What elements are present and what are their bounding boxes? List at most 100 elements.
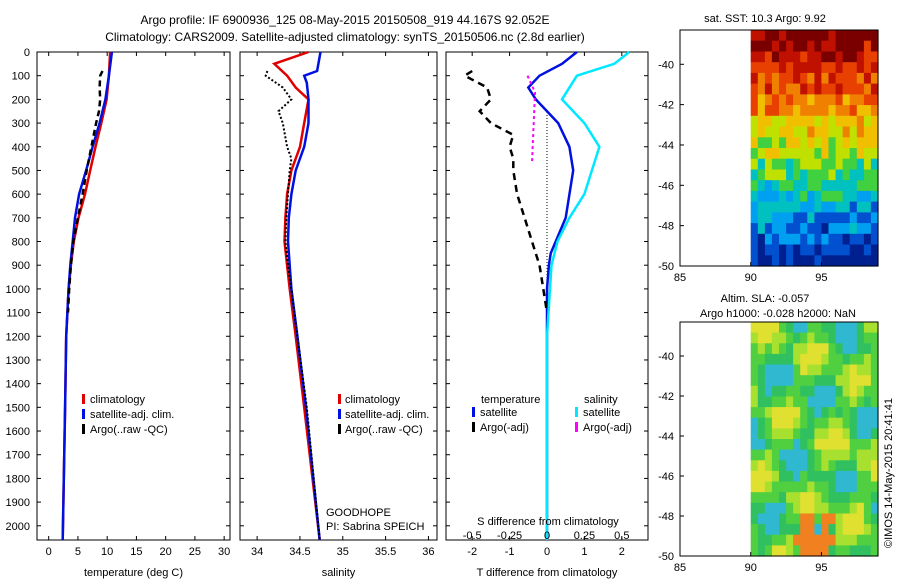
map-cell (863, 428, 872, 440)
map-cell (856, 322, 865, 334)
map-cell (821, 72, 830, 85)
series-line-2 (462, 69, 549, 313)
map-cell (750, 343, 759, 355)
map-cell (786, 201, 794, 213)
map-cell (856, 332, 865, 344)
map-cell (821, 470, 830, 483)
top-tick-label: 0 (544, 530, 550, 542)
map-cell (800, 158, 808, 170)
map-cell (757, 439, 766, 451)
map-cell (786, 105, 794, 117)
map-cell (764, 83, 773, 95)
map-cell (863, 375, 872, 387)
map-cell (764, 343, 773, 355)
map-cell (807, 492, 815, 504)
map-cell (856, 137, 865, 149)
sla-map-title-2: Argo h1000: -0.028 h2000: NaN (700, 308, 856, 320)
map-cell (870, 428, 879, 440)
map-cell (779, 190, 787, 203)
map-cell (863, 62, 872, 74)
map-cell (828, 51, 837, 63)
map-cell (764, 460, 773, 472)
map-cell (786, 83, 794, 95)
map-cell (856, 428, 865, 440)
map-cell (786, 460, 794, 472)
map-cell (757, 223, 766, 235)
map-cell (863, 481, 872, 493)
y-tick-label: 200 (12, 94, 30, 106)
map-cell (835, 375, 844, 387)
map-cell (771, 158, 780, 170)
map-cell (764, 51, 773, 63)
map-cell (863, 94, 872, 106)
map-cell (793, 524, 801, 536)
map-cell (793, 364, 801, 376)
map-cell (800, 353, 808, 366)
map-cell (786, 51, 794, 63)
map-cell (842, 212, 851, 224)
map-cell (750, 40, 759, 52)
x-tick-label: 15 (130, 546, 142, 558)
map-cell (750, 255, 759, 267)
map-cell (849, 255, 858, 267)
map-cell (757, 115, 766, 128)
map-cell (849, 396, 858, 408)
map-cell (821, 233, 830, 246)
map-cell (793, 83, 801, 95)
legend-swatch (338, 409, 341, 419)
map-cell (814, 481, 823, 493)
map-cell (764, 470, 773, 483)
map-cell (821, 30, 830, 42)
map-cell (807, 322, 815, 334)
map-cell (856, 417, 865, 429)
map-cell (842, 534, 851, 546)
map-cell (800, 115, 808, 128)
map-cell (779, 169, 787, 181)
map-cell (786, 244, 794, 256)
map-cell (863, 417, 872, 429)
map-cell (764, 364, 773, 376)
map-cell (800, 492, 808, 504)
sst-map-title: sat. SST: 10.3 Argo: 9.92 (704, 13, 826, 25)
map-cell (835, 513, 844, 525)
map-cell (870, 223, 879, 235)
map-cell (856, 407, 865, 419)
map-cell (835, 83, 844, 95)
map-cell (771, 30, 780, 42)
map-cell (764, 524, 773, 536)
map-cell (800, 233, 808, 246)
map-cell (793, 353, 801, 366)
map-cell (828, 190, 837, 203)
map-cell (764, 72, 773, 85)
map-cell (750, 545, 759, 557)
map-cell (757, 375, 766, 387)
map-cell (849, 470, 858, 483)
map-cell (757, 94, 766, 106)
map-cell (807, 545, 815, 557)
map-cell (814, 148, 823, 160)
map-cell (779, 417, 787, 429)
map-cell (800, 534, 808, 546)
map-cell (793, 244, 801, 256)
map-cell (750, 51, 759, 63)
map-cell (842, 353, 851, 366)
map-cell (856, 223, 865, 235)
map-cell (786, 353, 794, 366)
map-cell (800, 201, 808, 213)
map-cell (750, 126, 759, 138)
map-cell (863, 137, 872, 149)
map-cell (842, 385, 851, 397)
map-cell (757, 545, 766, 557)
map-cell (835, 492, 844, 504)
map-cell (842, 545, 851, 557)
map-cell (870, 72, 879, 85)
series-line-3 (66, 70, 104, 313)
map-cell (786, 148, 794, 160)
map-cell (786, 126, 794, 138)
map-cell (750, 223, 759, 235)
map-cell (821, 212, 830, 224)
map-cell (793, 396, 801, 408)
map-cell (750, 212, 759, 224)
map-cell (786, 385, 794, 397)
map-cell (863, 83, 872, 95)
